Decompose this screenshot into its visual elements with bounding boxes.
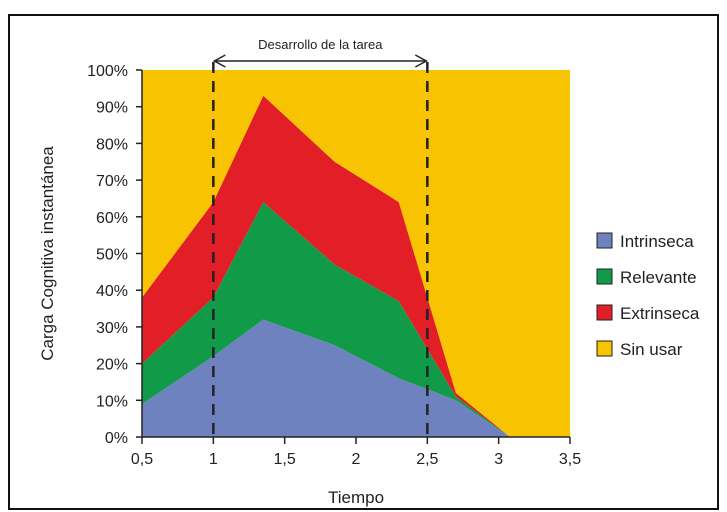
area-relevante xyxy=(142,202,570,437)
x-tick-label: 1 xyxy=(209,451,218,468)
y-tick-labels: 0% 10% 20% 30% 40% 50% 60% 70% 80% 90% 100% xyxy=(87,63,128,447)
y-tick-label: 60% xyxy=(96,210,128,227)
chart-frame xyxy=(8,14,719,510)
x-tick-labels: 0,5 1 1,5 2 2,5 3 3,5 xyxy=(131,451,581,468)
y-tick-label: 0% xyxy=(105,430,128,447)
y-tick-label: 80% xyxy=(96,136,128,153)
y-tick-label: 10% xyxy=(96,393,128,410)
legend-swatch-intrinseca xyxy=(596,232,613,249)
y-tick-label: 50% xyxy=(96,247,128,264)
y-tick-label: 90% xyxy=(96,100,128,117)
y-tick-label: 70% xyxy=(96,173,128,190)
annotation-arrowhead-left xyxy=(212,54,226,68)
legend-label: Sin usar xyxy=(620,340,683,359)
legend: Intrinseca Relevante Extrinseca Sin usar xyxy=(596,232,700,359)
y-axis-title: Carga Cognitiva instantánea xyxy=(38,146,57,361)
x-tick-label: 3 xyxy=(494,451,503,468)
area-extrinseca xyxy=(142,95,570,437)
y-tick-label: 100% xyxy=(87,63,128,80)
y-tick-label: 40% xyxy=(96,283,128,300)
area-intrinseca xyxy=(142,319,570,437)
x-axis-title: Tiempo xyxy=(328,488,384,507)
legend-swatch-extrinseca xyxy=(596,304,613,321)
x-tick-label: 2 xyxy=(352,451,361,468)
x-tick-label: 2,5 xyxy=(416,451,438,468)
legend-swatch-relevante xyxy=(596,268,613,285)
task-annotation: Desarrollo de la tarea xyxy=(212,37,428,68)
axes xyxy=(136,69,571,444)
dashed-markers xyxy=(212,62,429,437)
y-tick-label: 20% xyxy=(96,357,128,374)
legend-label: Extrinseca xyxy=(620,304,700,323)
legend-label: Relevante xyxy=(620,268,697,287)
annotation-label: Desarrollo de la tarea xyxy=(258,37,383,52)
x-tick-label: 3,5 xyxy=(559,451,581,468)
legend-label: Intrinseca xyxy=(620,232,694,251)
x-tick-label: 1,5 xyxy=(274,451,296,468)
x-tick-label: 0,5 xyxy=(131,451,153,468)
area-sin-usar xyxy=(142,70,570,437)
y-tick-label: 30% xyxy=(96,320,128,337)
area-layers xyxy=(142,70,570,437)
annotation-arrowhead-right xyxy=(414,54,428,68)
legend-swatch-sin-usar xyxy=(596,340,613,357)
